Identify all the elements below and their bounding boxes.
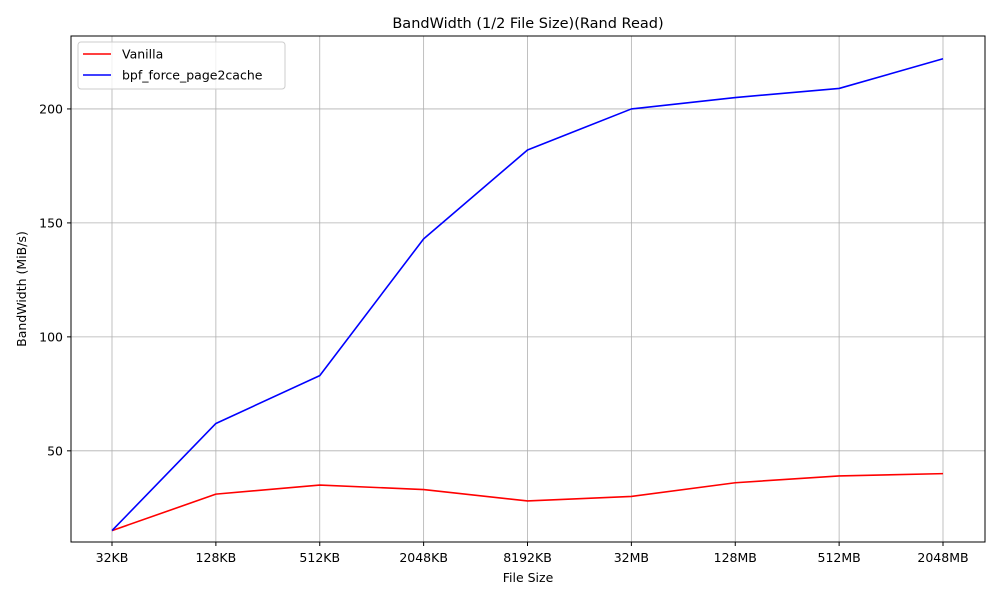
- y-tick-label: 100: [39, 329, 63, 344]
- x-tick-label: 32KB: [96, 550, 129, 565]
- x-tick-label: 128KB: [196, 550, 237, 565]
- x-tick-label: 512MB: [818, 550, 861, 565]
- x-tick-label: 32MB: [614, 550, 649, 565]
- x-axis: 32KB 128KB 512KB 2048KB 8192KB 32MB 128MB 512MB…: [96, 542, 969, 565]
- series-line-bpf-force-page2cache: [111, 58, 944, 532]
- legend-box: [77, 41, 286, 90]
- plot-frame: [70, 35, 986, 543]
- y-tick-label: 50: [47, 443, 63, 458]
- y-tick-label: 150: [39, 215, 63, 230]
- x-tick-label: 128MB: [714, 550, 757, 565]
- legend-label-vanilla: Vanilla: [122, 47, 163, 62]
- x-tick-label: 2048MB: [917, 550, 968, 565]
- x-tick-label: 2048KB: [399, 550, 448, 565]
- y-axis-label: BandWidth (MiB/s): [14, 231, 29, 347]
- legend-label-bpf-force-page2cache: bpf_force_page2cache: [122, 68, 263, 83]
- x-axis-label: File Size: [503, 570, 554, 585]
- y-axis: 50 100 150 200: [39, 101, 71, 458]
- series-layer: [111, 58, 944, 532]
- grid: [71, 36, 985, 542]
- chart-title: BandWidth (1/2 File Size)(Rand Read): [392, 16, 663, 32]
- legend: Vanilla bpf_force_page2cache: [77, 41, 286, 90]
- x-tick-label: 8192KB: [503, 550, 552, 565]
- x-tick-label: 512KB: [299, 550, 340, 565]
- y-tick-label: 200: [39, 101, 63, 116]
- series-line-vanilla: [111, 472, 944, 532]
